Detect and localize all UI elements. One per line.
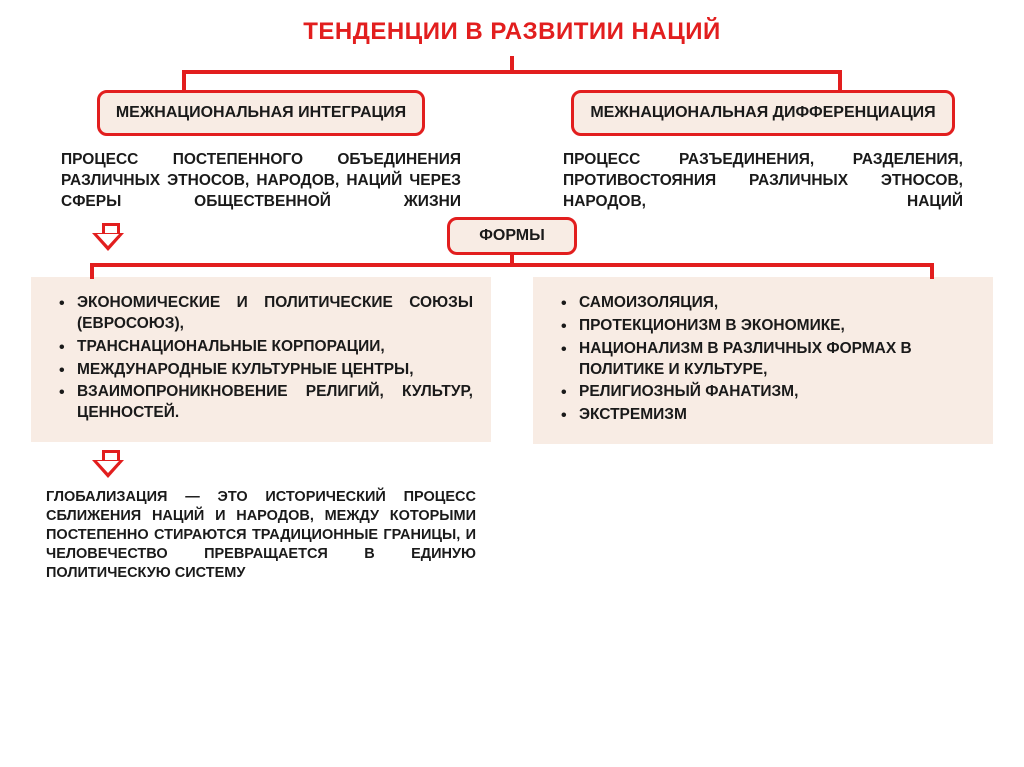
- list-item: РЕЛИГИОЗНЫЙ ФАНАТИЗМ,: [557, 382, 975, 403]
- top-connector: [182, 56, 842, 90]
- differentiation-forms-list: САМОИЗОЛЯЦИЯ, ПРОТЕКЦИОНИЗМ В ЭКОНОМИКЕ,…: [533, 277, 993, 445]
- list-item: НАЦИОНАЛИЗМ В РАЗЛИЧНЫХ ФОРМАХ В ПОЛИТИК…: [557, 339, 975, 381]
- arrow-down-icon: [90, 450, 126, 480]
- headings-row: МЕЖНАЦИОНАЛЬНАЯ ИНТЕГРАЦИЯ ПРОЦЕСС ПОСТЕ…: [30, 90, 994, 213]
- list-item: ПРОТЕКЦИОНИЗМ В ЭКОНОМИКЕ,: [557, 316, 975, 337]
- list-item: МЕЖДУНАРОДНЫЕ КУЛЬТУРНЫЕ ЦЕНТРЫ,: [55, 360, 473, 381]
- list-item: ЭКСТРЕМИЗМ: [557, 405, 975, 426]
- arrow-down-icon: [90, 223, 126, 253]
- forms-row: ФОРМЫ: [30, 217, 994, 257]
- integration-forms-list: ЭКОНОМИЧЕСКИЕ И ПОЛИТИЧЕСКИЕ СОЮЗЫ (ЕВРО…: [31, 277, 491, 443]
- differentiation-desc: ПРОЦЕСС РАЗЪЕДИНЕНИЯ, РАЗДЕЛЕНИЯ, ПРОТИВ…: [553, 150, 973, 213]
- page-title: ТЕНДЕНЦИИ В РАЗВИТИИ НАЦИЙ: [30, 18, 994, 46]
- integration-desc: ПРОЦЕСС ПОСТЕПЕННОГО ОБЪЕДИНЕНИЯ РАЗЛИЧН…: [51, 150, 471, 213]
- list-item: САМОИЗОЛЯЦИЯ,: [557, 293, 975, 314]
- lists-row: ЭКОНОМИЧЕСКИЕ И ПОЛИТИЧЕСКИЕ СОЮЗЫ (ЕВРО…: [30, 257, 994, 583]
- integration-node: МЕЖНАЦИОНАЛЬНАЯ ИНТЕГРАЦИЯ: [97, 90, 425, 136]
- forms-node: ФОРМЫ: [447, 217, 577, 255]
- list-item: ТРАНСНАЦИОНАЛЬНЫЕ КОРПОРАЦИИ,: [55, 337, 473, 358]
- globalization-desc: ГЛОБАЛИЗАЦИЯ — ЭТО ИСТОРИЧЕСКИЙ ПРОЦЕСС …: [36, 488, 486, 582]
- forms-connector: [90, 263, 934, 267]
- list-item: ЭКОНОМИЧЕСКИЕ И ПОЛИТИЧЕСКИЕ СОЮЗЫ (ЕВРО…: [55, 293, 473, 335]
- list-item: ВЗАИМОПРОНИКНОВЕНИЕ РЕЛИГИЙ, КУЛЬТУР, ЦЕ…: [55, 382, 473, 424]
- differentiation-node: МЕЖНАЦИОНАЛЬНАЯ ДИФФЕРЕНЦИАЦИЯ: [571, 90, 954, 136]
